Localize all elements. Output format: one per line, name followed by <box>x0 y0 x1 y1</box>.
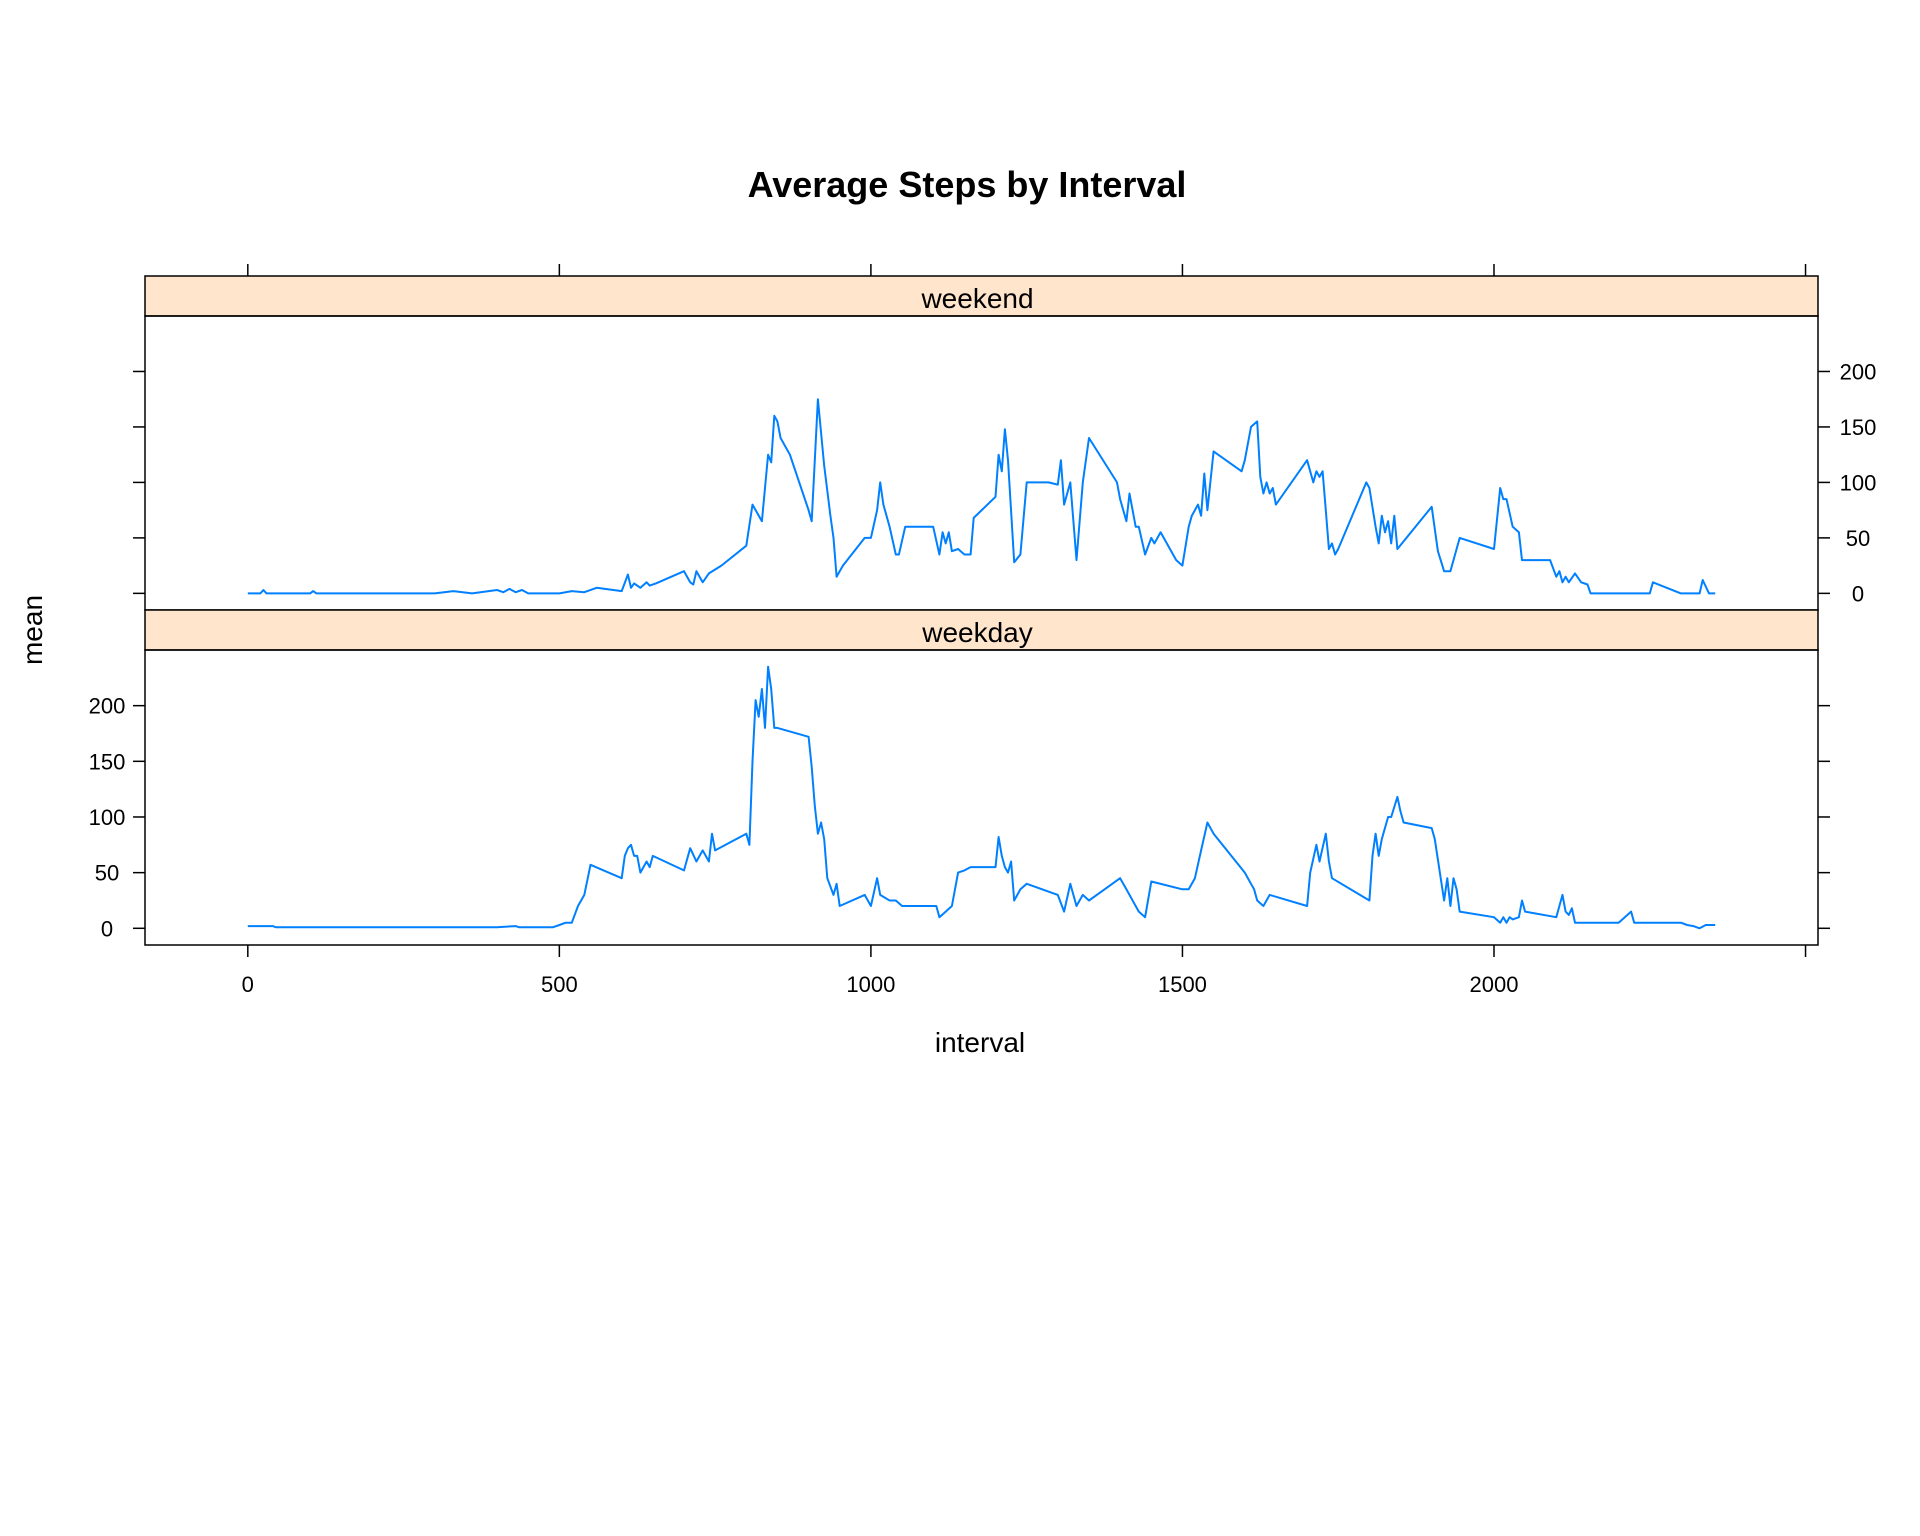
y-tick-label-weekday: 0 <box>101 916 113 941</box>
y-tick-label-weekend: 100 <box>1840 470 1877 495</box>
y-tick-label-weekend: 50 <box>1846 526 1870 551</box>
y-axis-label: mean <box>17 595 48 665</box>
strip-weekend <box>144 275 1819 317</box>
x-axis-label: interval <box>935 1027 1025 1058</box>
x-tick-label: 1000 <box>846 972 895 997</box>
y-tick-label-weekday: 50 <box>95 861 119 886</box>
strip-label-weekday: weekday <box>921 617 1033 648</box>
y-tick-label-weekend: 0 <box>1852 581 1864 606</box>
strip-weekday <box>144 609 1819 651</box>
y-tick-label-weekend: 200 <box>1840 359 1877 384</box>
series-line-weekend <box>247 398 1716 595</box>
x-tick-label: 500 <box>541 972 578 997</box>
panel-frame-weekday <box>144 649 1819 946</box>
y-tick-label-weekend: 150 <box>1840 415 1877 440</box>
y-tick-label-weekday: 100 <box>89 805 126 830</box>
chart-title: Average Steps by Interval <box>748 164 1187 205</box>
strip-label-weekend: weekend <box>920 283 1033 314</box>
series-line-weekday <box>247 665 1716 930</box>
panel-frame-weekend <box>144 315 1819 611</box>
y-tick-label-weekday: 150 <box>89 749 126 774</box>
x-tick-label: 1500 <box>1158 972 1207 997</box>
x-tick-label: 2000 <box>1470 972 1519 997</box>
x-tick-label: 0 <box>242 972 254 997</box>
y-tick-label-weekday: 200 <box>89 694 126 719</box>
